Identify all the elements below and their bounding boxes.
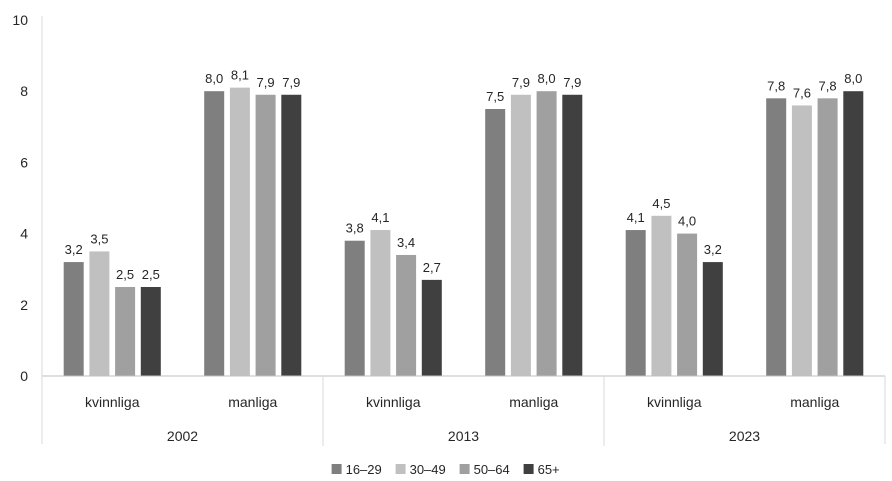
bar — [229, 87, 250, 376]
category-label: manliga — [509, 394, 558, 410]
data-label: 7,6 — [793, 85, 811, 100]
legend-label: 65+ — [538, 462, 560, 477]
data-label: 3,4 — [397, 235, 415, 250]
legend-label: 16–29 — [346, 462, 382, 477]
bar — [63, 262, 84, 376]
bar — [766, 98, 787, 376]
y-tick-label: 0 — [20, 368, 28, 384]
bar — [702, 262, 723, 376]
y-axis: 0 2 4 6 8 10 — [12, 12, 43, 384]
category-label: kvinnliga — [85, 394, 140, 410]
data-label: 2,5 — [116, 267, 134, 282]
category-label: manliga — [228, 394, 277, 410]
data-label: 7,9 — [282, 75, 300, 90]
y-tick-label: 2 — [20, 297, 28, 313]
bar — [204, 91, 225, 376]
data-label: 3,2 — [65, 242, 83, 257]
y-tick-label: 6 — [20, 154, 28, 170]
x-axis: kvinnliga manliga kvinnliga manliga kvinnlig… — [41, 375, 886, 446]
bars — [63, 87, 864, 376]
legend-swatch — [459, 464, 470, 474]
data-labels: 3,2 3,5 2,5 2,5 8,0 8,1 7,9 7,9 3,8 4,1 3,4 2,7 7,5 7… — [65, 68, 863, 282]
data-label: 3,5 — [90, 231, 108, 246]
bar — [651, 215, 672, 376]
data-label: 8,1 — [231, 68, 249, 83]
category-label: manliga — [790, 394, 839, 410]
data-label: 2,5 — [142, 267, 160, 282]
bar — [677, 233, 698, 376]
legend-label: 30–49 — [410, 462, 446, 477]
group-label: 2002 — [167, 428, 198, 444]
data-label: 4,5 — [652, 196, 670, 211]
data-label: 4,1 — [371, 210, 389, 225]
bar — [89, 251, 110, 376]
bar — [421, 279, 442, 376]
y-tick-label: 8 — [20, 83, 28, 99]
data-label: 3,8 — [346, 221, 364, 236]
data-label: 7,8 — [819, 78, 837, 93]
bar — [370, 230, 391, 376]
legend: 16–29 30–49 50–64 65+ — [331, 462, 560, 477]
group-label: 2023 — [729, 428, 760, 444]
bar — [625, 230, 646, 376]
bar — [281, 94, 302, 376]
legend-swatch — [395, 464, 406, 474]
data-label: 7,9 — [257, 75, 275, 90]
data-label: 7,9 — [563, 75, 581, 90]
bar — [843, 91, 864, 376]
data-label: 7,8 — [767, 78, 785, 93]
category-label: kvinnliga — [366, 394, 421, 410]
data-label: 4,1 — [627, 210, 645, 225]
bar — [344, 240, 365, 376]
data-label: 8,0 — [538, 71, 556, 86]
bar — [536, 91, 557, 376]
bar — [817, 98, 838, 376]
bar — [791, 105, 812, 376]
data-label: 4,0 — [678, 214, 696, 229]
y-tick-label: 10 — [12, 12, 28, 28]
bar — [510, 94, 531, 376]
bar — [396, 254, 417, 376]
bar — [485, 109, 506, 376]
data-label: 7,9 — [512, 75, 530, 90]
bar — [115, 287, 136, 376]
data-label: 8,0 — [205, 71, 223, 86]
data-label: 3,2 — [704, 242, 722, 257]
bar — [562, 94, 583, 376]
legend-label: 50–64 — [474, 462, 510, 477]
data-label: 7,5 — [486, 89, 504, 104]
legend-swatch — [523, 464, 534, 474]
bar — [140, 287, 161, 376]
data-label: 2,7 — [423, 260, 441, 275]
data-label: 8,0 — [844, 71, 862, 86]
group-label: 2013 — [448, 428, 479, 444]
bar — [255, 94, 276, 376]
y-tick-label: 4 — [20, 226, 28, 242]
category-label: kvinnliga — [647, 394, 702, 410]
legend-swatch — [331, 464, 342, 474]
